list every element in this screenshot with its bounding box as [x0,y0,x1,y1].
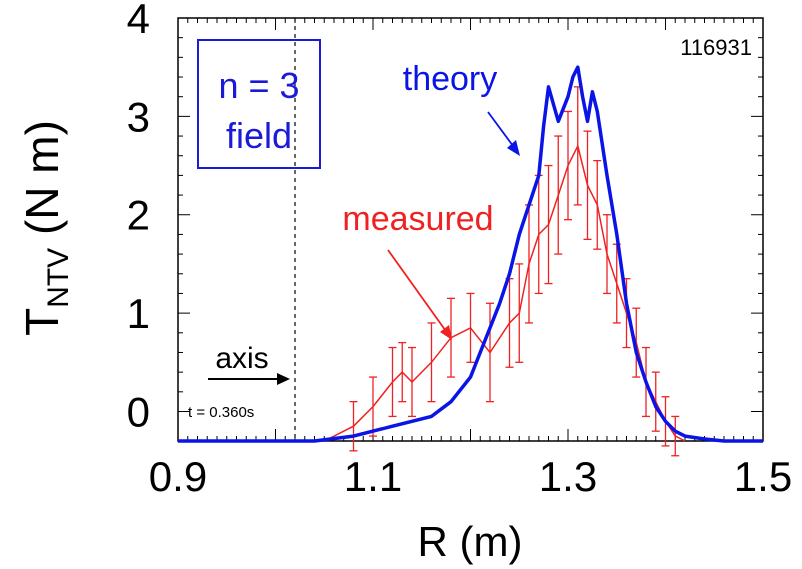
axis-arrow-head [277,373,290,385]
y-axis-label-subscript: NTV [42,248,75,308]
y-axis-label: TNTV (N m) [16,120,75,336]
x-tick-label: 0.9 [149,453,207,500]
theory-arrow-shaft [487,111,517,151]
x-axis-label: R (m) [418,518,523,565]
x-tick-label: 1.1 [344,453,402,500]
measured-arrow-head [440,325,452,340]
tick-labels: 0.9 1.1 1.3 1.5 0 1 2 3 4 [127,0,793,500]
y-tick-label: 4 [127,0,150,42]
x-tick-label: 1.5 [734,453,792,500]
y-tick-label: 3 [127,93,150,140]
theory-annotation: theory [403,60,498,98]
shot-number: 116931 [680,35,752,60]
field-box-line2: field [226,115,292,156]
y-tick-label: 1 [127,290,150,337]
x-tick-label: 1.3 [539,453,597,500]
measured-series-line [178,143,686,442]
measured-arrow-shaft [387,249,449,335]
field-box [197,39,321,169]
field-box-line1: n = 3 [218,65,299,106]
measured-annotation: measured [342,200,493,238]
axis-annotation: axis [215,342,268,375]
theory-series-line [178,65,763,443]
y-tick-label: 0 [127,388,150,435]
theory-arrow-head [507,140,520,156]
y-tick-label: 2 [127,192,150,239]
time-label: t = 0.360s [188,404,254,421]
